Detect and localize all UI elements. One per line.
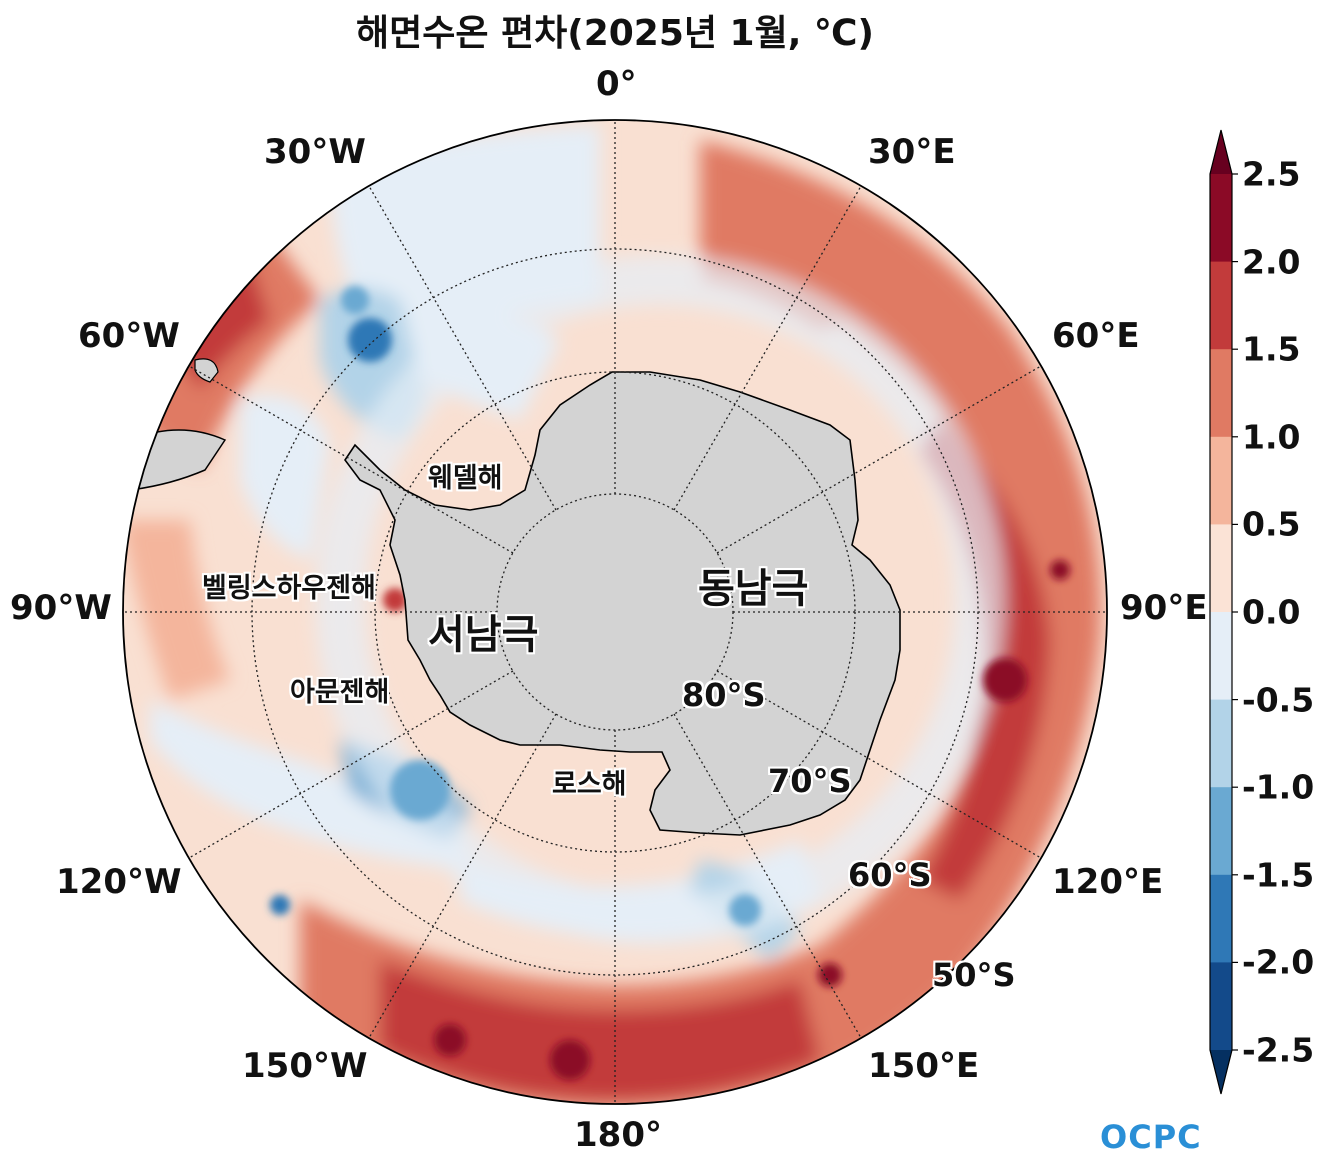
colorbar-tick-label: 1.0 <box>1242 417 1301 457</box>
map-title: 해면수온 편차(2025년 1월, ℃) <box>356 13 874 54</box>
colorbar-tick-label: 0.5 <box>1242 504 1301 544</box>
colorbar-tick-label: 2.5 <box>1242 154 1301 194</box>
colorbar-tick-label: -0.5 <box>1242 680 1315 720</box>
colorbar-tick-label: -2.0 <box>1242 942 1315 982</box>
colorbar-segment <box>1210 874 1232 963</box>
colorbar-segment <box>1210 612 1232 701</box>
ocpc-logo: OCPC <box>1100 1118 1202 1156</box>
lon-label-150w: 150°W <box>242 1046 368 1086</box>
lon-label-150e: 150°E <box>868 1046 980 1086</box>
colorbar-extend-min <box>1210 1050 1232 1094</box>
colorbar <box>1209 129 1238 1095</box>
colorbar-segment <box>1210 436 1232 525</box>
colorbar-segment <box>1210 699 1232 788</box>
lon-label-30e: 30°E <box>868 132 956 172</box>
lat-label-80s: 80°S <box>682 676 766 714</box>
colorbar-tick-label: 2.0 <box>1242 242 1301 282</box>
colorbar-segment <box>1210 524 1232 613</box>
lon-label-120e: 120°E <box>1052 862 1164 902</box>
region-amundsen-sea: 아문젠해 <box>290 677 390 708</box>
colorbar-segment <box>1210 787 1232 876</box>
region-east-antarctica: 동남극 <box>698 566 809 612</box>
region-weddell-sea: 웨델해 <box>428 463 503 494</box>
colorbar-segment <box>1210 962 1232 1051</box>
map-boundary <box>122 119 1108 1105</box>
region-bellingshausen-sea: 벨링스하우젠해 <box>202 573 376 604</box>
region-west-antarctica: 서남극 <box>428 612 539 658</box>
colorbar-tick-label: -1.5 <box>1242 855 1315 895</box>
colorbar-tick-label: -1.0 <box>1242 767 1315 807</box>
region-ross-sea: 로스해 <box>552 769 627 800</box>
colorbar-tick-label: 0.0 <box>1242 592 1301 632</box>
lon-label-180: 180° <box>574 1115 662 1155</box>
lat-label-50s: 50°S <box>932 956 1016 994</box>
colorbar-segment <box>1210 349 1232 438</box>
colorbar-tick-label: -2.5 <box>1242 1030 1315 1070</box>
colorbar-segment <box>1210 174 1232 263</box>
lat-label-60s: 60°S <box>848 856 932 894</box>
colorbar-tick-label: 1.5 <box>1242 329 1301 369</box>
graticule <box>123 120 1107 1104</box>
colorbar-segment <box>1210 261 1232 350</box>
colorbar-extend-max <box>1210 130 1232 174</box>
lon-label-60e: 60°E <box>1052 316 1140 356</box>
lon-label-90e: 90°E <box>1120 588 1208 628</box>
lat-label-70s: 70°S <box>768 762 852 800</box>
lon-label-90w: 90°W <box>10 588 112 628</box>
lon-label-30w: 30°W <box>264 132 366 172</box>
lon-label-120w: 120°W <box>56 862 182 902</box>
lon-label-0: 0° <box>596 64 637 104</box>
lon-label-60w: 60°W <box>78 316 180 356</box>
